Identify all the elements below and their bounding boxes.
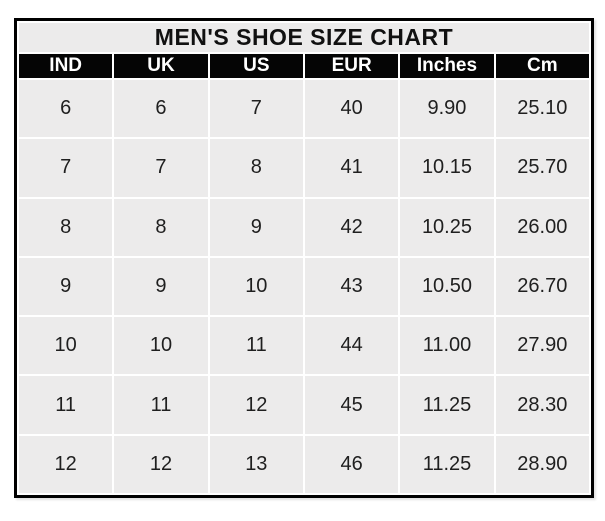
shoe-size-chart-table: MEN'S SHOE SIZE CHART IND UK US EUR Inch… (14, 18, 594, 498)
cell-uk: 12 (114, 435, 208, 493)
table-row: 11 11 12 45 11.25 28.30 (19, 376, 589, 434)
cell-eur: 40 (304, 80, 399, 138)
cell-uk: 7 (114, 139, 208, 197)
cell-uk: 9 (114, 257, 208, 316)
cell-ind: 11 (19, 376, 113, 434)
table-row: 7 7 8 41 10.15 25.70 (19, 139, 589, 197)
cell-eur: 45 (304, 376, 399, 434)
cell-inches: 10.15 (400, 139, 494, 197)
column-header-cm: Cm (495, 54, 589, 78)
cell-eur: 44 (304, 317, 399, 375)
table-row: 9 9 10 43 10.50 26.70 (19, 257, 589, 316)
cell-ind: 6 (19, 80, 113, 138)
cell-eur: 41 (304, 139, 399, 197)
cell-ind: 7 (19, 139, 113, 197)
table-row: 6 6 7 40 9.90 25.10 (19, 80, 589, 138)
cell-us: 9 (209, 198, 303, 256)
cell-eur: 42 (304, 198, 399, 256)
cell-us: 7 (209, 80, 303, 138)
column-header-uk: UK (114, 54, 208, 78)
cell-ind: 9 (19, 257, 113, 316)
cell-cm: 26.00 (495, 198, 589, 256)
cell-inches: 11.25 (400, 376, 494, 434)
cell-ind: 8 (19, 198, 113, 256)
cell-inches: 10.50 (400, 257, 494, 316)
column-header-inches: Inches (400, 54, 494, 78)
cell-uk: 11 (114, 376, 208, 434)
cell-us: 12 (209, 376, 303, 434)
cell-uk: 8 (114, 198, 208, 256)
cell-inches: 11.00 (400, 317, 494, 375)
table-row: 12 12 13 46 11.25 28.90 (19, 435, 589, 493)
cell-ind: 10 (19, 317, 113, 375)
header-row: IND UK US EUR Inches Cm (19, 54, 589, 78)
cell-uk: 10 (114, 317, 208, 375)
cell-cm: 25.70 (495, 139, 589, 197)
cell-inches: 9.90 (400, 80, 494, 138)
cell-uk: 6 (114, 80, 208, 138)
page-title: MEN'S SHOE SIZE CHART (19, 23, 589, 52)
cell-us: 10 (209, 257, 303, 316)
table-body: 6 6 7 40 9.90 25.10 7 7 8 41 10.15 25.70… (19, 80, 589, 493)
column-header-us: US (209, 54, 303, 78)
cell-inches: 10.25 (400, 198, 494, 256)
cell-ind: 12 (19, 435, 113, 493)
cell-cm: 26.70 (495, 257, 589, 316)
table-row: 8 8 9 42 10.25 26.00 (19, 198, 589, 256)
cell-cm: 28.30 (495, 376, 589, 434)
cell-cm: 25.10 (495, 80, 589, 138)
cell-eur: 46 (304, 435, 399, 493)
cell-cm: 27.90 (495, 317, 589, 375)
cell-us: 13 (209, 435, 303, 493)
table-row: 10 10 11 44 11.00 27.90 (19, 317, 589, 375)
cell-cm: 28.90 (495, 435, 589, 493)
cell-inches: 11.25 (400, 435, 494, 493)
cell-us: 8 (209, 139, 303, 197)
title-row: MEN'S SHOE SIZE CHART (19, 23, 589, 52)
table-head: MEN'S SHOE SIZE CHART IND UK US EUR Inch… (19, 23, 589, 78)
column-header-ind: IND (19, 54, 113, 78)
column-header-eur: EUR (304, 54, 399, 78)
cell-eur: 43 (304, 257, 399, 316)
cell-us: 11 (209, 317, 303, 375)
